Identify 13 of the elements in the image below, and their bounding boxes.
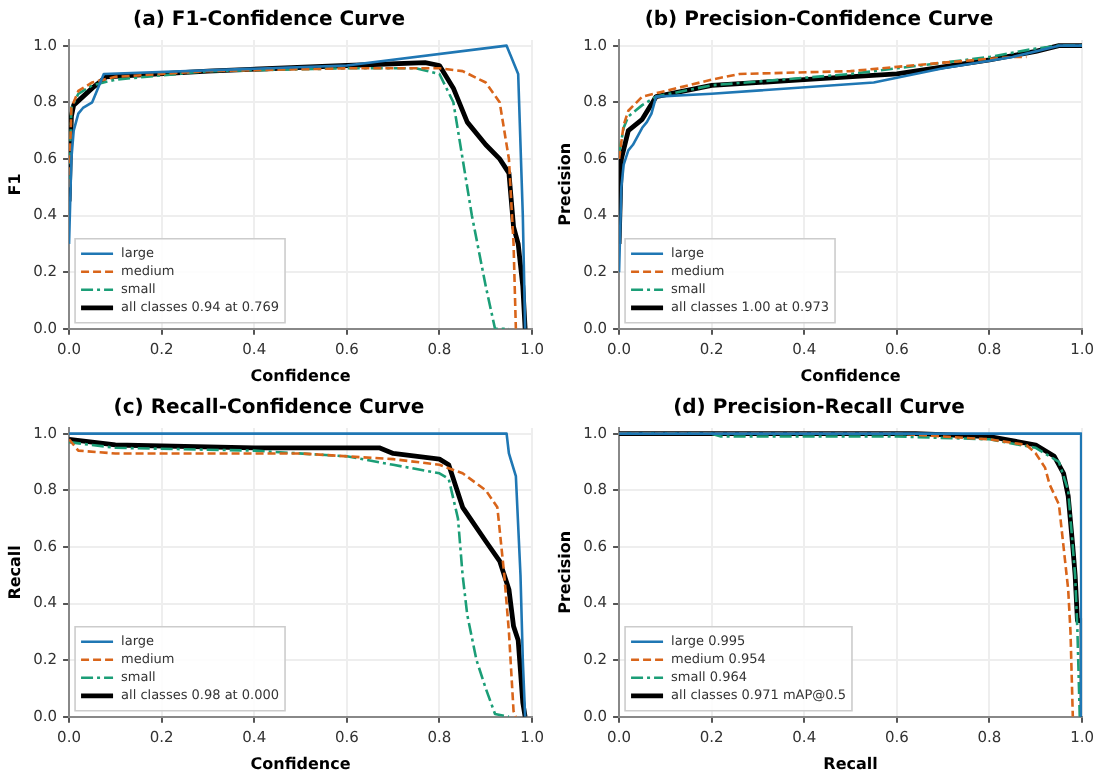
chart-title: (b) Precision-Confidence Curve (644, 9, 994, 32)
chart-title: (c) Recall-Confidence Curve (113, 397, 425, 420)
y-axis-title: F1 (5, 172, 24, 196)
chart-title: (d) Precision-Recall Curve (673, 397, 966, 420)
y-axis-title: Precision (555, 142, 574, 226)
y-axis-title: Precision (555, 530, 574, 614)
chart-title: (a) F1-Confidence Curve (133, 9, 406, 32)
x-axis-title: Confidence (250, 366, 352, 385)
x-axis-title: Confidence (250, 754, 352, 773)
x-axis-title: Recall (823, 754, 879, 773)
y-axis-title: Recall (5, 544, 24, 600)
line-series (619, 55, 1028, 161)
x-axis-title: Confidence (800, 366, 902, 385)
